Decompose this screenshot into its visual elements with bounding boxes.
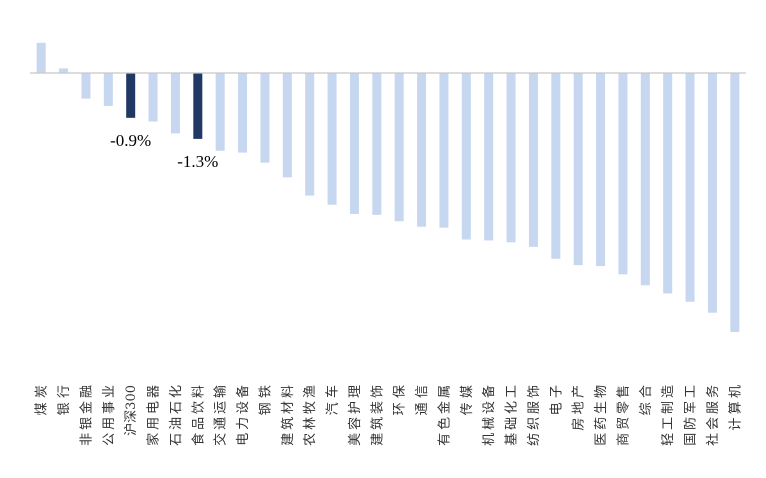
- bar-12: [282, 73, 292, 178]
- bar-27: [618, 73, 628, 275]
- category-label-30: 国防军工: [683, 385, 699, 446]
- bar-28: [640, 73, 650, 286]
- data-label-2: -1.3%: [177, 152, 218, 171]
- category-label-25: 房地产: [571, 385, 587, 431]
- bar-4: [103, 73, 113, 106]
- category-label-22: 基础化工: [505, 385, 520, 446]
- bar-2: [59, 68, 69, 73]
- bar-19: [439, 73, 449, 228]
- bar-6: [148, 73, 158, 122]
- bar-1: [36, 42, 46, 73]
- data-labels-group: -0.9% -1.3%: [110, 131, 218, 171]
- bar-29: [663, 73, 673, 294]
- category-label-9: 交通运输: [213, 385, 229, 446]
- category-label-13: 农林牧渔: [303, 385, 318, 446]
- bars-group: [36, 42, 740, 332]
- category-label-14: 汽车: [325, 385, 341, 415]
- category-label-4: 公用事业: [102, 385, 117, 446]
- bar-31: [707, 73, 717, 313]
- bar-10: [238, 73, 248, 153]
- bar-30: [685, 73, 695, 302]
- bar-22: [506, 73, 516, 243]
- category-label-17: 环保: [393, 385, 408, 415]
- category-label-7: 石油石化: [169, 385, 184, 446]
- category-label-32: 计算机: [728, 385, 743, 431]
- bar-9: [215, 73, 225, 151]
- bar-14: [327, 73, 337, 205]
- category-label-3: 非银金融: [78, 385, 94, 446]
- bar-7: [170, 73, 180, 134]
- bar-24: [551, 73, 561, 259]
- category-label-2: 银行: [57, 385, 72, 415]
- bar-16: [372, 73, 382, 215]
- bar-23: [528, 73, 538, 247]
- bar-8: [193, 73, 203, 139]
- bar-13: [305, 73, 315, 196]
- category-label-23: 纺织服饰: [527, 385, 542, 446]
- category-label-28: 综合: [639, 385, 654, 415]
- category-label-16: 建筑装饰: [369, 385, 385, 446]
- bar-32: [730, 73, 740, 332]
- category-label-6: 家用电器: [146, 385, 162, 446]
- bar-18: [417, 73, 427, 227]
- category-label-18: 通信: [415, 385, 430, 415]
- bar-11: [260, 73, 270, 163]
- category-label-8: 食品饮料: [190, 385, 206, 446]
- category-label-21: 机械设备: [481, 385, 497, 446]
- category-label-31: 社会服务: [705, 385, 721, 446]
- category-label-1: 煤炭: [35, 385, 50, 415]
- category-label-20: 传媒: [460, 385, 475, 415]
- bar-20: [461, 73, 471, 240]
- category-label-19: 有色金属: [436, 385, 452, 446]
- category-label-11: 钢铁: [258, 385, 273, 415]
- category-label-29: 轻工制造: [661, 385, 676, 446]
- category-label-26: 医药生物: [594, 385, 609, 446]
- bar-25: [573, 73, 583, 266]
- data-label-1: -0.9%: [110, 131, 151, 150]
- category-label-15: 美容护理: [347, 385, 363, 446]
- category-label-5: 沪深300: [123, 385, 139, 436]
- bar-26: [596, 73, 606, 267]
- bar-3: [81, 73, 91, 99]
- bar-5: [126, 73, 136, 118]
- bar-15: [349, 73, 359, 214]
- category-label-10: 电力设备: [235, 385, 251, 446]
- category-label-24: 电子: [549, 385, 564, 415]
- bar-17: [394, 73, 404, 222]
- category-label-12: 建筑材料: [280, 385, 296, 446]
- bar-21: [484, 73, 494, 241]
- category-label-27: 商贸零售: [615, 385, 631, 446]
